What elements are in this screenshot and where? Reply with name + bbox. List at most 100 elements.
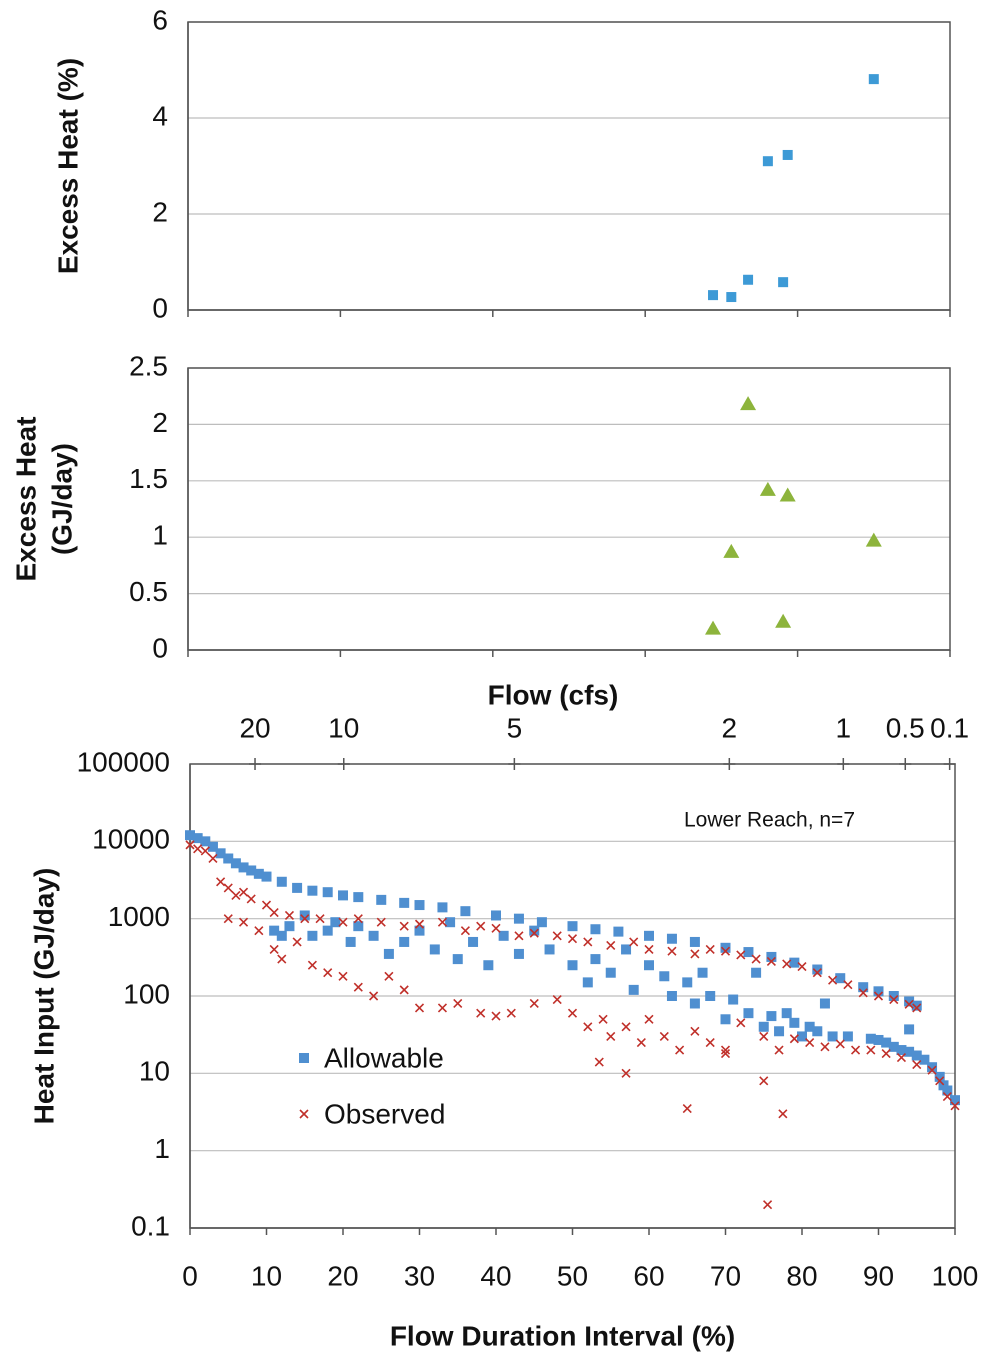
point	[429, 944, 440, 955]
point	[927, 1065, 937, 1075]
point	[376, 894, 387, 905]
point	[904, 999, 914, 1009]
point	[307, 930, 318, 941]
point	[666, 991, 677, 1001]
point	[277, 954, 287, 964]
flow-tick	[337, 758, 350, 770]
point	[368, 930, 379, 941]
point	[269, 944, 279, 955]
point	[437, 902, 448, 913]
point	[583, 1022, 593, 1032]
point	[743, 947, 754, 958]
y-tick-label: 0	[152, 632, 168, 663]
plot-frame	[187, 367, 951, 651]
point	[919, 1054, 930, 1065]
point	[812, 964, 823, 975]
point	[705, 620, 722, 635]
point	[636, 1037, 646, 1048]
flow-tick-label: 5	[507, 712, 523, 743]
point	[246, 865, 257, 876]
legend-marker	[299, 1053, 309, 1063]
point	[207, 841, 218, 852]
point	[935, 1076, 945, 1086]
point	[835, 1039, 845, 1049]
flow-tick-label: 20	[239, 712, 270, 743]
x-tick-label: 0	[182, 1260, 198, 1291]
point	[292, 937, 302, 947]
point	[889, 994, 899, 1005]
point	[322, 887, 333, 898]
point	[697, 967, 708, 978]
y-tick-label: 10000	[92, 824, 170, 855]
flow-tick	[899, 758, 912, 770]
point	[644, 944, 654, 955]
y-axis-title: Heat Input (GJ/day)	[28, 868, 59, 1125]
point	[873, 1034, 884, 1045]
point	[491, 1011, 501, 1021]
point	[513, 948, 524, 959]
y-axis-title: (GJ/day)	[46, 443, 77, 555]
point	[453, 998, 463, 1009]
point	[766, 956, 776, 966]
flow-tick	[723, 758, 736, 770]
x-tick-label: 70	[710, 1260, 741, 1291]
point	[778, 1109, 788, 1119]
point	[812, 1026, 823, 1037]
point	[759, 481, 776, 496]
y-axis-title: Excess Heat (%)	[52, 58, 83, 274]
point	[720, 942, 731, 953]
point	[896, 1045, 907, 1056]
point	[938, 1080, 949, 1091]
point	[766, 951, 777, 962]
point	[912, 1059, 922, 1070]
point	[904, 1024, 915, 1035]
x-tick-label: 20	[327, 1260, 358, 1291]
point	[912, 1003, 922, 1013]
point	[904, 1046, 915, 1057]
point	[667, 946, 677, 956]
x-tick-label: 30	[404, 1260, 435, 1291]
point	[246, 894, 256, 904]
point	[726, 292, 737, 303]
point	[399, 897, 410, 908]
y-tick-label: 4	[152, 100, 168, 131]
point	[835, 973, 846, 984]
point	[567, 934, 578, 944]
point	[192, 833, 203, 844]
point	[353, 892, 364, 903]
point	[567, 960, 578, 971]
point	[460, 906, 471, 917]
point	[399, 936, 410, 947]
point	[315, 914, 325, 924]
point	[238, 887, 249, 897]
point	[536, 917, 547, 928]
point	[200, 846, 210, 856]
point	[690, 1026, 700, 1036]
point	[238, 917, 249, 927]
y-tick-label: 100	[123, 978, 170, 1009]
point	[775, 613, 792, 628]
point	[843, 980, 853, 990]
point	[598, 1014, 608, 1024]
point	[873, 991, 884, 1001]
point	[762, 156, 773, 167]
point	[445, 917, 456, 928]
point	[911, 1000, 922, 1011]
point	[782, 149, 793, 160]
point	[751, 954, 761, 964]
point	[896, 1052, 907, 1063]
point	[804, 1021, 815, 1032]
point	[820, 1042, 830, 1052]
point	[865, 532, 882, 547]
point	[751, 967, 762, 978]
point	[759, 1076, 769, 1086]
point	[720, 946, 731, 956]
point	[399, 985, 409, 995]
point	[812, 968, 822, 978]
point	[705, 991, 716, 1001]
point	[376, 917, 386, 927]
point	[498, 930, 509, 941]
x-tick-label: 90	[863, 1260, 894, 1291]
point	[544, 944, 555, 955]
point	[942, 1085, 953, 1096]
